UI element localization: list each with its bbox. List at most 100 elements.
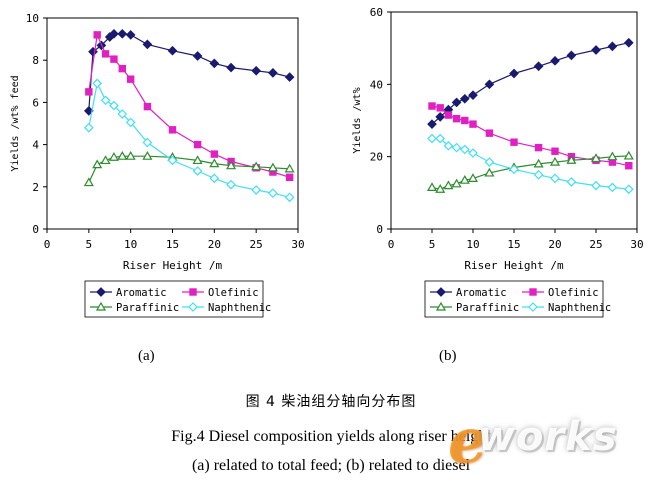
legend-label-a-naphthenic: Naphthenic	[208, 302, 271, 314]
point-b-paraffinic-11	[590, 153, 602, 163]
point-a-paraffinic-8	[192, 155, 203, 165]
legend-label-b-aromatic: Aromatic	[456, 287, 507, 299]
point-b-naphthenic-0	[427, 133, 437, 144]
x-tick-label-b-6: 30	[630, 238, 643, 251]
point-b-aromatic-8	[533, 61, 544, 72]
point-b-paraffinic-2	[443, 180, 454, 190]
point-b-aromatic-5	[468, 90, 478, 101]
x-tick-label-a-6: 30	[291, 238, 304, 251]
chart-a: 0 5 10 15 20 25 30 0 2 4 6 8 10 Riser Height /m Yields…	[10, 6, 644, 318]
panel-label-b: (b)	[439, 348, 457, 364]
point-b-paraffinic-4	[459, 174, 470, 184]
point-b-olefinic-5	[469, 120, 477, 128]
point-a-paraffinic-3	[108, 152, 119, 161]
point-a-naphthenic-0	[83, 122, 94, 133]
series-line-a-naphthenic	[88, 81, 290, 198]
point-b-aromatic-6	[484, 79, 495, 90]
point-b-aromatic-11	[591, 45, 601, 55]
legend-marker-b-naphthenic	[528, 302, 538, 312]
point-a-naphthenic-7	[167, 155, 178, 166]
point-a-olefinic-7	[168, 126, 177, 134]
point-b-olefinic-6	[485, 129, 494, 137]
legend-label-b-naphthenic: Naphthenic	[548, 302, 611, 314]
point-a-naphthenic-10	[226, 179, 236, 190]
y-tick-label-a-2: 4	[32, 139, 39, 152]
point-b-naphthenic-5	[468, 148, 478, 158]
point-b-olefinic-7	[510, 138, 518, 146]
point-a-paraffinic-6	[142, 150, 153, 160]
point-a-naphthenic-6	[142, 137, 153, 148]
point-a-aromatic-12	[251, 65, 262, 76]
point-a-aromatic-13	[268, 68, 278, 78]
x-tick-label-b-4: 20	[548, 238, 561, 251]
point-a-naphthenic-1	[92, 78, 103, 89]
point-a-paraffinic-4	[117, 150, 128, 160]
y-tick-label-b-1: 20	[370, 151, 383, 164]
y-axis-title-a: Yields /wt% feed	[10, 75, 21, 171]
y-tick-label-a-4: 8	[32, 54, 39, 67]
point-b-aromatic-10	[566, 50, 577, 61]
legend-marker-a-paraffinic	[95, 301, 107, 311]
point-a-paraffinic-12	[267, 162, 278, 172]
point-a-paraffinic-11	[251, 161, 262, 171]
legend-marker-a-naphthenic	[188, 302, 198, 312]
x-tick-label-b-3: 15	[507, 238, 520, 251]
point-b-aromatic-12	[607, 41, 618, 52]
point-b-paraffinic-6	[484, 167, 495, 177]
legend-box-b	[424, 280, 604, 318]
point-a-olefinic-9	[210, 150, 219, 158]
point-b-olefinic-0	[428, 102, 436, 110]
point-a-aromatic-4	[109, 28, 119, 39]
point-b-olefinic-8	[534, 143, 543, 152]
series-line-a-olefinic	[88, 32, 290, 178]
point-a-aromatic-0	[83, 105, 94, 116]
point-a-naphthenic-3	[109, 100, 119, 111]
point-a-aromatic-6	[125, 30, 136, 40]
legend-marker-b-aromatic	[436, 287, 446, 297]
point-b-paraffinic-3	[451, 178, 462, 188]
caption-title: Fig.4 Diesel composition yields along ri…	[171, 428, 491, 445]
point-b-naphthenic-6	[484, 157, 495, 167]
point-b-naphthenic-7	[509, 164, 519, 175]
y-tick-label-a-5: 10	[26, 12, 39, 25]
x-tick-label-a-5: 25	[250, 238, 263, 251]
legend-label-a-aromatic: Aromatic	[116, 287, 167, 299]
plot-frame-b	[390, 11, 638, 230]
legend-marker-b-olefinic	[529, 288, 537, 296]
x-axis-title-a: Riser Height /m	[123, 259, 223, 272]
legend-label-a-olefinic: Olefinic	[208, 287, 259, 299]
point-a-naphthenic-5	[125, 117, 136, 128]
point-b-aromatic-3	[451, 97, 462, 108]
x-tick-label-b-5: 25	[589, 238, 602, 251]
point-b-aromatic-1	[435, 112, 446, 122]
point-a-naphthenic-13	[284, 192, 295, 203]
point-b-olefinic-3	[452, 114, 461, 123]
caption-chinese: 图 4 柴油组分轴向分布图	[245, 394, 417, 410]
y-tick-label-b-0: 0	[376, 223, 383, 236]
point-b-olefinic-2	[444, 111, 453, 119]
y-axis-title-b: Yields /wt%	[352, 87, 363, 153]
x-tick-label-a-0: 0	[44, 238, 51, 251]
panel-label-a: (a)	[138, 348, 155, 364]
point-b-paraffinic-8	[533, 158, 544, 168]
point-b-naphthenic-12	[607, 182, 618, 193]
point-a-olefinic-13	[285, 173, 294, 182]
point-a-paraffinic-2	[100, 155, 111, 165]
point-a-olefinic-4	[118, 64, 126, 73]
y-tick-label-b-2: 40	[370, 78, 383, 91]
point-a-naphthenic-9	[209, 173, 220, 184]
point-b-aromatic-9	[550, 55, 560, 66]
point-b-paraffinic-1	[435, 184, 446, 193]
point-a-aromatic-9	[192, 51, 203, 61]
legend-marker-b-paraffinic	[435, 301, 447, 311]
x-tick-label-b-2: 10	[466, 238, 479, 251]
point-b-naphthenic-9	[550, 173, 560, 184]
y-tick-label-a-3: 6	[32, 96, 39, 109]
point-a-aromatic-8	[167, 45, 178, 56]
x-tick-label-b-0: 0	[388, 238, 395, 251]
point-b-paraffinic-5	[467, 173, 479, 182]
point-b-aromatic-13	[623, 37, 634, 48]
point-b-paraffinic-9	[549, 156, 561, 166]
point-a-olefinic-0	[85, 88, 93, 96]
point-b-olefinic-9	[551, 147, 559, 155]
